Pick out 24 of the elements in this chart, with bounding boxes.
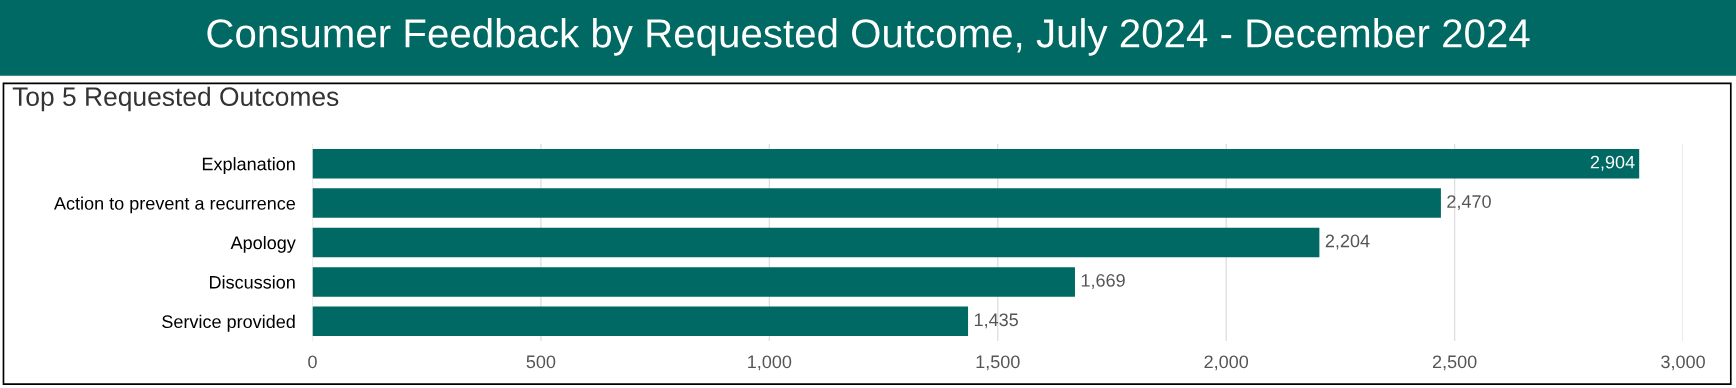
x-tick-label: 500 — [526, 355, 556, 369]
y-tick-label: Discussion — [210, 275, 295, 289]
bar — [312, 148, 1640, 179]
chart-subtitle: Top 5 Requested Outcomes — [12, 86, 339, 112]
bar — [312, 227, 1320, 258]
chart-title: Consumer Feedback by Requested Outcome, July 2024 - December 2024 — [207, 18, 1530, 56]
bar — [312, 306, 969, 337]
bar — [312, 188, 1441, 218]
x-tick-label: 1,000 — [748, 355, 792, 371]
data-label: 2,904 — [1590, 155, 1635, 171]
x-tick-label: 1,500 — [976, 355, 1020, 371]
y-tick-label: Apology — [230, 235, 296, 253]
bar — [312, 267, 1075, 297]
data-label: 1,669 — [1081, 273, 1125, 289]
y-tick-label: Service provided — [162, 314, 295, 332]
y-tick-label: Explanation — [202, 157, 295, 174]
data-label: 2,470 — [1447, 195, 1491, 211]
data-label: 1,435 — [974, 313, 1018, 329]
x-tick-label: 2,000 — [1204, 355, 1249, 371]
x-tick-label: 0 — [308, 355, 317, 369]
data-label: 2,204 — [1325, 234, 1370, 250]
x-tick-label: 3,000 — [1661, 355, 1705, 371]
y-tick-label: Action to prevent a recurrence — [54, 196, 296, 214]
x-tick-label: 2,500 — [1432, 355, 1477, 371]
